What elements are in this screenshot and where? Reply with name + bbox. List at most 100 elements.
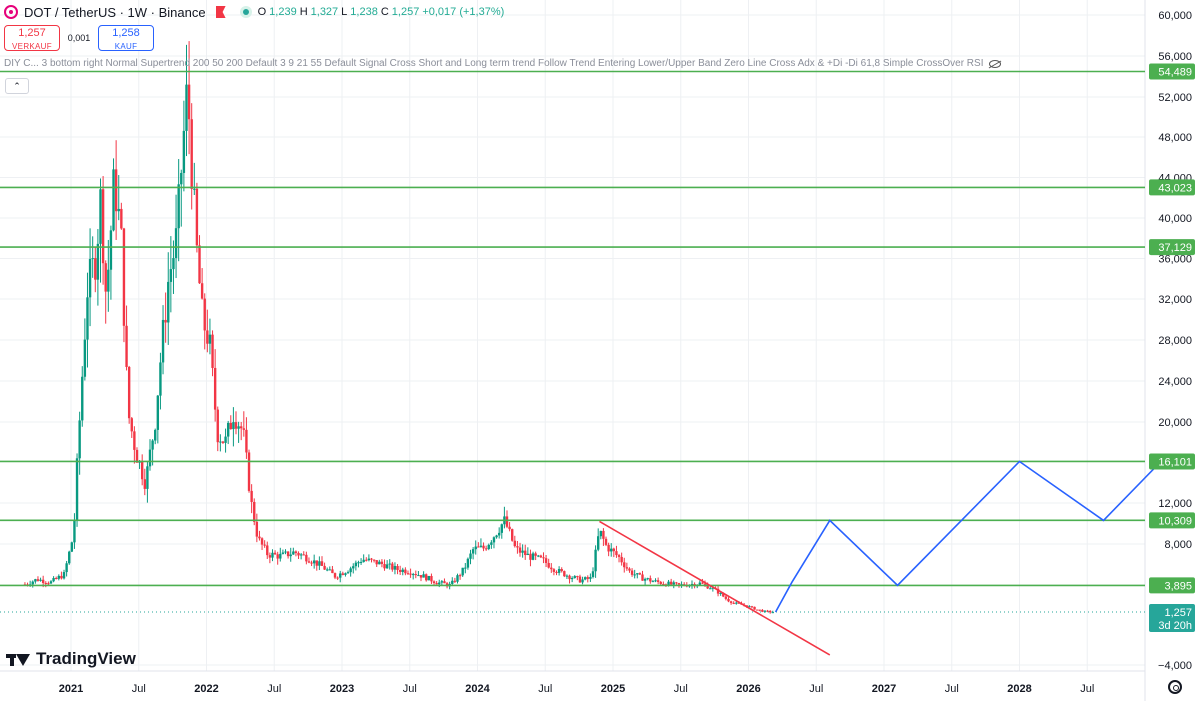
- candle-body: [320, 561, 324, 566]
- flag-icon[interactable]: [215, 6, 226, 18]
- candle-body: [242, 428, 246, 430]
- candle-body: [182, 130, 186, 173]
- hide-eye-icon[interactable]: [989, 59, 1002, 68]
- candle-body: [675, 582, 678, 584]
- candle-body: [425, 574, 428, 581]
- candle-body: [763, 610, 767, 612]
- candle-body: [458, 575, 462, 577]
- candle-body: [174, 228, 178, 259]
- candle-body: [766, 610, 769, 612]
- candle-body: [284, 551, 287, 553]
- candle-body: [531, 553, 535, 560]
- candle-body: [544, 558, 548, 563]
- indicator-legend[interactable]: DIY C... 3 bottom right Normal Supertren…: [4, 58, 1002, 69]
- candle-body: [234, 422, 238, 429]
- candle-body: [54, 578, 58, 580]
- x-tick-label: Jul: [945, 683, 959, 695]
- candle-body: [211, 334, 214, 368]
- candle-body: [367, 558, 371, 561]
- candle-body: [542, 557, 545, 559]
- y-tick-label: −4,000: [1158, 660, 1192, 672]
- y-tick-label: 20,000: [1158, 417, 1192, 429]
- polkadot-logo-icon: [4, 5, 18, 19]
- candle-body: [729, 601, 733, 603]
- candle-body: [365, 559, 368, 561]
- candle-body: [573, 576, 576, 579]
- candle-body: [482, 545, 485, 549]
- candle-body: [195, 188, 199, 246]
- buy-button[interactable]: 1,258 KAUF: [98, 25, 154, 51]
- candle-body: [755, 609, 759, 611]
- candle-body: [560, 569, 563, 572]
- close-value: 1,257: [391, 6, 420, 18]
- candle-body: [638, 573, 642, 575]
- candle-body: [589, 576, 592, 579]
- candle-body: [83, 339, 87, 377]
- candle-body: [464, 567, 467, 569]
- candle-body: [219, 441, 222, 443]
- candle-body: [187, 84, 191, 120]
- symbol-title[interactable]: DOT / TetherUS · 1W · Binance: [24, 4, 206, 20]
- level-price-text: 54,489: [1158, 66, 1192, 78]
- x-tick-label: 2022: [194, 683, 218, 695]
- candle-body: [479, 545, 483, 547]
- candle-body: [453, 580, 457, 582]
- x-tick-label: 2021: [59, 683, 83, 695]
- collapse-legend-button[interactable]: ⌃: [5, 78, 29, 94]
- candle-body: [250, 490, 253, 502]
- candle-body: [57, 575, 61, 579]
- candle-body: [281, 552, 285, 554]
- spread-value: 0,001: [67, 33, 91, 43]
- settings-gear-icon[interactable]: [1168, 680, 1182, 694]
- indicator-text: DIY C... 3 bottom right Normal Supertren…: [4, 58, 984, 69]
- candle-body: [771, 612, 774, 614]
- candle-body: [294, 551, 298, 553]
- candle-body: [122, 228, 126, 326]
- candle-body: [656, 580, 660, 582]
- candle-body: [602, 530, 605, 539]
- candle-body: [667, 581, 670, 586]
- candle-body: [576, 576, 579, 578]
- candle-body: [706, 584, 709, 589]
- candle-body: [406, 573, 410, 575]
- candle-body: [297, 552, 300, 556]
- candle-body: [286, 551, 290, 557]
- candle-body: [547, 562, 550, 568]
- candle-body: [302, 554, 305, 556]
- candle-body: [594, 549, 597, 572]
- candle-body: [607, 544, 610, 552]
- candle-body: [435, 583, 438, 585]
- candle-body: [563, 571, 566, 577]
- candle-body: [651, 581, 655, 583]
- sell-button[interactable]: 1,257 VERKAUF: [4, 25, 60, 51]
- candle-body: [516, 546, 519, 548]
- candle-body: [568, 575, 571, 580]
- candle-body: [159, 362, 162, 396]
- candle-body: [430, 575, 433, 582]
- candle-body: [636, 573, 639, 575]
- y-tick-label: 36,000: [1158, 254, 1192, 266]
- candle-body: [492, 537, 496, 543]
- candle-body: [135, 449, 139, 463]
- x-tick-label: 2028: [1007, 683, 1031, 695]
- candle-body: [289, 554, 292, 557]
- candle-body: [570, 578, 574, 580]
- candle-body: [409, 573, 412, 575]
- candle-body: [127, 366, 131, 419]
- level-price-text: 37,129: [1158, 242, 1192, 254]
- tradingview-icon: [6, 651, 32, 667]
- candle-body: [401, 569, 404, 572]
- sell-label: VERKAUF: [12, 42, 52, 51]
- candle-body: [73, 520, 76, 543]
- candle-body: [177, 184, 180, 229]
- candle-body: [31, 581, 34, 585]
- candle-body: [557, 569, 561, 573]
- candle-body: [333, 573, 337, 578]
- candle-body: [398, 569, 402, 572]
- candle-body: [359, 561, 363, 563]
- candle-body: [36, 579, 40, 581]
- candle-body: [193, 188, 196, 190]
- candle-body: [722, 592, 725, 597]
- candle-body: [620, 556, 623, 563]
